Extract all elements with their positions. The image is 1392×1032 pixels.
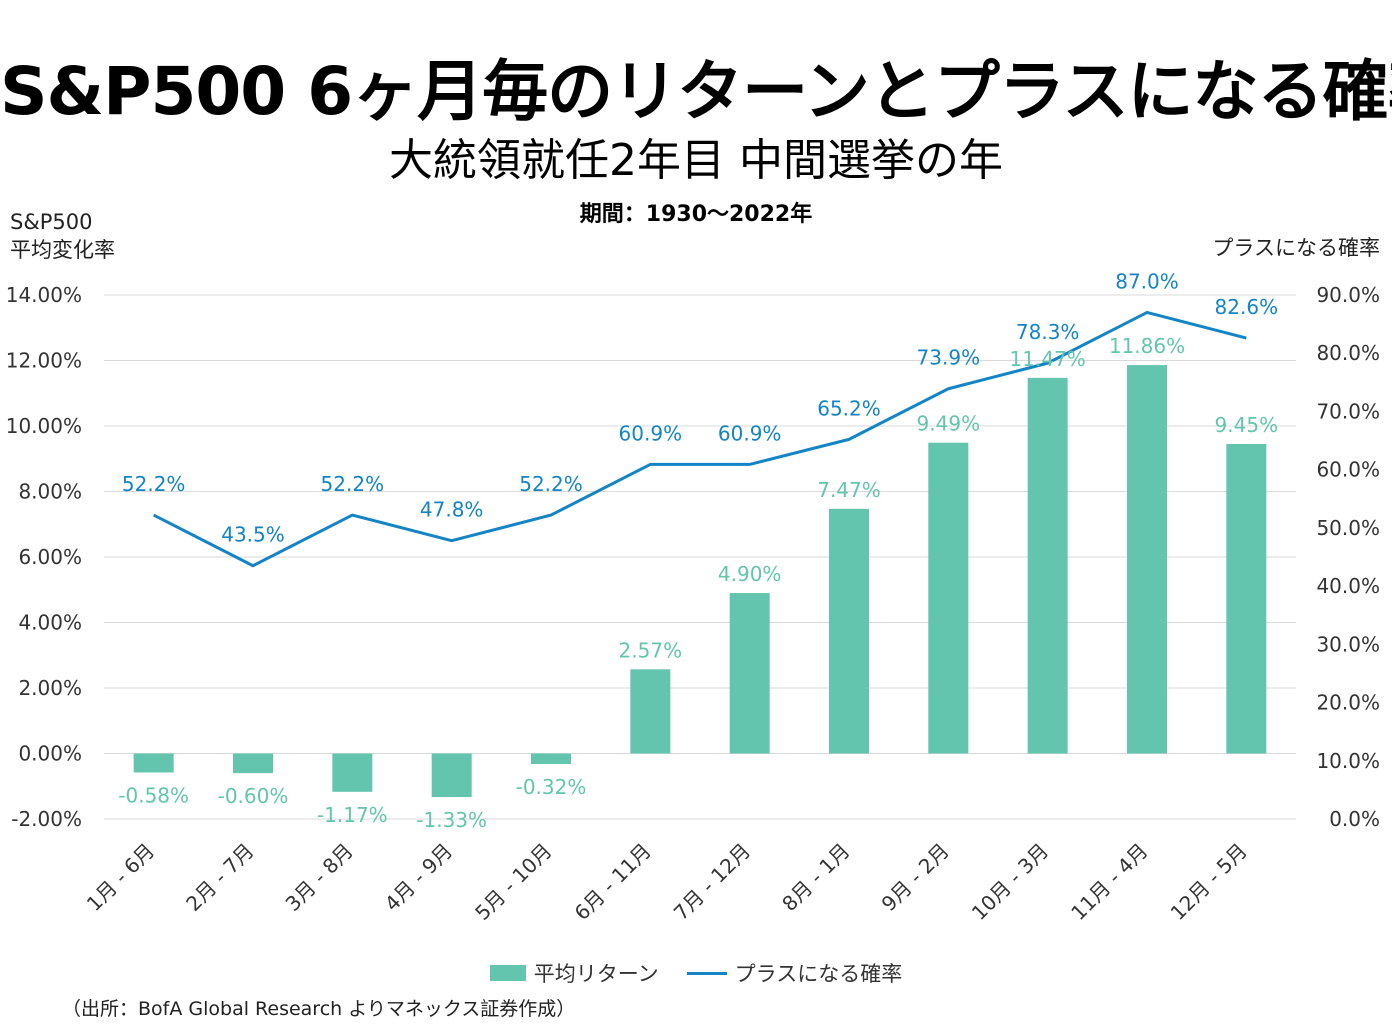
x-tick-label: 5月 - 10月 — [470, 839, 556, 925]
y-right-tick-label: 20.0% — [1316, 691, 1380, 715]
y-left-tick-label: 8.00% — [18, 480, 82, 504]
y-right-tick-label: 0.0% — [1329, 807, 1380, 831]
x-tick-label: 9月 - 2月 — [877, 839, 954, 916]
bar-data-label: 4.90% — [718, 562, 782, 586]
y-right-tick-label: 30.0% — [1316, 632, 1380, 656]
line-data-label: 73.9% — [917, 346, 981, 370]
bar-data-label: 9.45% — [1215, 413, 1279, 437]
right-axis-title: プラスになる確率 — [1212, 236, 1380, 260]
y-left-tick-label: 0.00% — [18, 742, 82, 766]
bar-data-label: -1.17% — [317, 803, 388, 827]
line-data-label: 43.5% — [221, 523, 285, 547]
line-data-label: 78.3% — [1016, 320, 1080, 344]
axis-ticks: -2.00% 0.00% 2.00% 4.00% 6.00% 8.00% 10.00% 12.… — [6, 283, 1380, 925]
bar — [531, 753, 571, 764]
x-tick-label: 1月 - 6月 — [82, 839, 159, 916]
x-tick-label: 6月 - 11月 — [570, 839, 656, 925]
y-right-tick-label: 70.0% — [1316, 399, 1380, 423]
y-left-tick-label: 4.00% — [18, 611, 82, 635]
y-left-tick-label: -2.00% — [11, 807, 82, 831]
line-data-label: 60.9% — [718, 421, 782, 445]
bar — [928, 442, 969, 754]
data-labels: -0.58% -0.60% -1.17% -1.33% -0.32% 2.57% 4.90%… — [118, 269, 1278, 832]
x-tick-label: 2月 - 7月 — [181, 839, 258, 916]
bar — [630, 669, 671, 754]
line-data-label: 52.2% — [122, 472, 186, 496]
legend-line-swatch — [686, 971, 727, 975]
bar-data-label: 11.47% — [1010, 347, 1086, 371]
y-right-tick-label: 80.0% — [1316, 341, 1380, 365]
bar-data-label: 11.86% — [1109, 334, 1185, 358]
x-tick-label: 10月 - 3月 — [967, 839, 1053, 925]
bar — [1127, 365, 1167, 754]
y-left-tick-label: 2.00% — [18, 676, 82, 700]
gridlines — [104, 294, 1296, 820]
y-left-tick-label: 6.00% — [18, 545, 82, 569]
bar — [829, 508, 869, 754]
bar — [1226, 444, 1267, 754]
left-axis-title-line1: S&P500 — [10, 210, 93, 234]
bar — [133, 753, 174, 773]
legend: 平均リターン プラスになる確率 — [0, 958, 1392, 988]
y-right-tick-label: 40.0% — [1316, 574, 1380, 598]
line-data-label: 82.6% — [1215, 295, 1279, 319]
line-data-label: 52.2% — [321, 472, 385, 496]
x-tick-label: 4月 - 9月 — [380, 839, 457, 916]
source-note: （出所：BofA Global Research よりマネックス証券作成） — [62, 998, 576, 1020]
bar-data-label: -0.58% — [118, 783, 189, 807]
y-right-tick-label: 90.0% — [1316, 283, 1380, 307]
left-axis-title: S&P500 平均変化率 — [10, 208, 115, 264]
x-tick-label: 12月 - 5月 — [1166, 839, 1252, 925]
left-axis-title-line2: 平均変化率 — [10, 238, 115, 262]
period-label: 期間：1930〜2022年 — [579, 202, 813, 227]
x-tick-label: 8月 - 1月 — [777, 839, 854, 916]
bar-data-label: -0.32% — [516, 775, 587, 799]
bar-data-label: -0.60% — [218, 784, 289, 808]
line-data-label: 60.9% — [619, 421, 683, 445]
bar-data-label: -1.33% — [416, 808, 487, 832]
probability-line — [152, 310, 1247, 568]
x-tick-label: 11月 - 4月 — [1066, 839, 1152, 925]
line-series — [152, 310, 1247, 568]
legend-item-line: プラスになる確率 — [686, 958, 903, 988]
legend-bar-swatch — [489, 965, 526, 981]
legend-bar-label: 平均リターン — [533, 962, 659, 986]
line-data-label: 52.2% — [519, 472, 583, 496]
bar — [729, 593, 770, 754]
chart-title: S&P500 6ヶ月毎のリターンとプラスになる確率 — [0, 53, 1392, 130]
chart-subtitle: 大統領就任2年目 中間選挙の年 — [389, 135, 1003, 186]
line-data-label: 87.0% — [1115, 269, 1179, 293]
y-right-tick-label: 60.0% — [1316, 458, 1380, 482]
bar — [332, 753, 373, 792]
bar-series — [133, 365, 1267, 798]
bar — [1027, 377, 1068, 754]
y-right-tick-label: 50.0% — [1316, 516, 1380, 540]
y-left-tick-label: 14.00% — [6, 283, 82, 307]
bar-data-label: 9.49% — [917, 412, 981, 436]
bar — [431, 753, 472, 798]
line-data-label: 47.8% — [420, 498, 484, 522]
legend-line-label: プラスになる確率 — [734, 962, 903, 986]
line-data-label: 65.2% — [817, 396, 881, 420]
bar-data-label: 7.47% — [817, 478, 881, 502]
bar — [233, 753, 273, 774]
bar-data-label: 2.57% — [619, 638, 683, 662]
y-left-tick-label: 12.00% — [6, 349, 82, 373]
y-left-tick-label: 10.00% — [6, 414, 82, 438]
y-right-tick-label: 10.0% — [1316, 749, 1380, 773]
x-tick-label: 7月 - 12月 — [669, 839, 755, 925]
legend-item-bar: 平均リターン — [489, 958, 659, 988]
x-tick-label: 3月 - 8月 — [281, 839, 358, 916]
